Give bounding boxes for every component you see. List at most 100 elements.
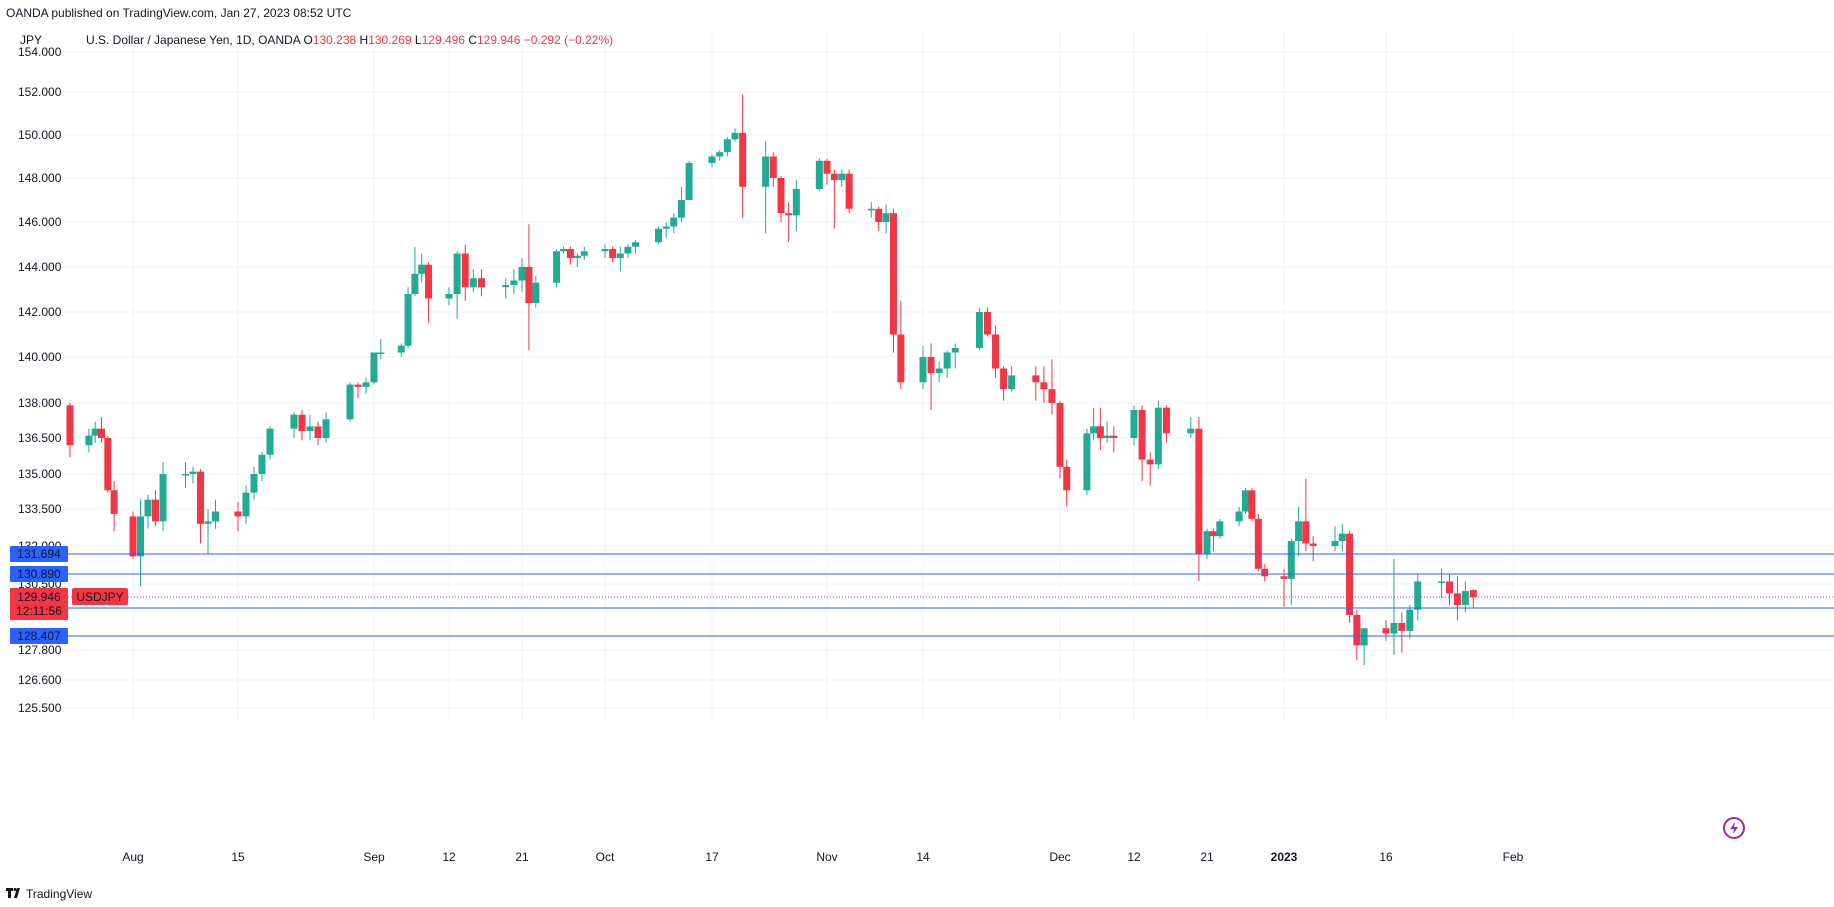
candle — [560, 246, 567, 254]
candle-body — [1063, 466, 1071, 491]
footer-brand[interactable]: TradingView — [6, 886, 92, 901]
y-tick-label: 152.000 — [18, 85, 62, 99]
candle-body — [875, 208, 883, 222]
candle — [1360, 628, 1368, 665]
candle — [1453, 576, 1461, 621]
candle — [182, 462, 189, 488]
y-tick-label: 148.000 — [18, 171, 62, 185]
candle-body — [815, 160, 823, 189]
symbol-legend[interactable]: U.S. Dollar / Japanese Yen, 1D, OANDA O 1… — [86, 33, 613, 47]
price-level-label: 131.694 — [17, 547, 61, 561]
candle-body — [98, 428, 105, 438]
candle — [935, 361, 943, 383]
candle — [397, 343, 405, 357]
candle — [677, 186, 685, 222]
candle-body — [532, 282, 540, 303]
price-level-label: 128.407 — [17, 629, 61, 643]
candle — [322, 412, 330, 443]
candle-body — [1216, 521, 1224, 537]
candle — [129, 511, 137, 559]
candle — [708, 154, 716, 168]
candle-body — [685, 162, 693, 200]
candle — [1138, 405, 1146, 481]
footer-brand-name: TradingView — [26, 886, 93, 901]
x-tick-label: Oct — [596, 850, 615, 864]
candle-body — [104, 438, 112, 491]
candle-body — [1130, 410, 1138, 438]
candle-body — [897, 334, 905, 383]
candle-body — [951, 348, 959, 353]
legend-ohlc-key: O — [303, 33, 312, 47]
y-tick-label: 136.500 — [18, 431, 62, 445]
x-tick-label: Dec — [1049, 850, 1070, 864]
legend-change: −0.292 (−0.22%) — [520, 33, 613, 47]
candle-body — [1414, 581, 1422, 610]
candle-body — [616, 253, 624, 258]
candle-body — [242, 492, 250, 517]
candle — [830, 169, 838, 229]
candle — [314, 421, 322, 446]
y-tick-label: 146.000 — [18, 215, 62, 229]
candle — [1248, 488, 1256, 522]
candle — [716, 150, 724, 161]
candle-body — [1008, 375, 1016, 390]
candle — [867, 202, 875, 218]
candle — [1154, 400, 1162, 470]
candle-body — [1295, 521, 1303, 542]
candle-body — [670, 217, 678, 227]
y-tick-label: 142.000 — [18, 305, 62, 319]
candle-body — [129, 516, 137, 557]
candle — [469, 269, 477, 292]
candle — [234, 502, 242, 532]
candle — [815, 158, 823, 192]
candle-body — [66, 405, 74, 446]
candle — [1103, 421, 1111, 443]
candle-body — [1280, 576, 1288, 579]
candle-body — [346, 384, 354, 420]
axis-currency: JPY — [20, 33, 42, 47]
candle-body — [1398, 622, 1406, 631]
candle — [1438, 568, 1446, 599]
x-tick-label: Feb — [1503, 850, 1524, 864]
candle — [1040, 366, 1048, 403]
price-level-tag — [10, 546, 68, 562]
candle-body — [152, 499, 159, 522]
tradingview-logo-icon — [6, 886, 22, 901]
x-tick-label: Sep — [363, 850, 385, 864]
candle-body — [1261, 568, 1269, 577]
candle — [1110, 426, 1118, 453]
candle — [306, 414, 314, 441]
candle-body — [609, 249, 617, 258]
candle — [298, 410, 306, 441]
candle — [1090, 407, 1098, 441]
legend-ohlc-key: H — [356, 33, 368, 47]
candle — [212, 499, 219, 529]
candle-body — [354, 384, 362, 387]
candle — [943, 350, 951, 378]
y-tick-label: 133.500 — [18, 502, 62, 516]
candle-body — [1187, 428, 1195, 434]
candle — [1048, 359, 1056, 415]
candle — [137, 499, 144, 587]
candle-body — [397, 345, 405, 353]
candle — [1469, 589, 1477, 608]
x-tick-label: 15 — [231, 850, 245, 864]
lightning-icon[interactable] — [1723, 817, 1745, 839]
legend-symbol: U.S. Dollar / Japanese Yen, 1D, OANDA — [86, 33, 303, 47]
candle — [1063, 459, 1071, 507]
candle — [919, 345, 927, 390]
legend-ohlc-value: 130.269 — [368, 33, 412, 47]
candle — [91, 421, 99, 443]
y-tick-label: 138.000 — [18, 396, 62, 410]
candle — [601, 244, 609, 258]
x-axis: Aug 15 Sep 12 21 Oct 17 Nov 14 Dec 12 21 2023 16 Feb — [122, 850, 1523, 864]
x-tick-label: 12 — [442, 850, 456, 864]
candle-body — [777, 178, 785, 214]
candle — [204, 509, 212, 554]
candle — [1261, 563, 1269, 582]
price-level-tag — [10, 566, 68, 582]
x-tick-label: 21 — [1200, 850, 1214, 864]
candlestick-chart[interactable]: 125.500126.600127.800130.500132.000133.5… — [0, 0, 1834, 880]
